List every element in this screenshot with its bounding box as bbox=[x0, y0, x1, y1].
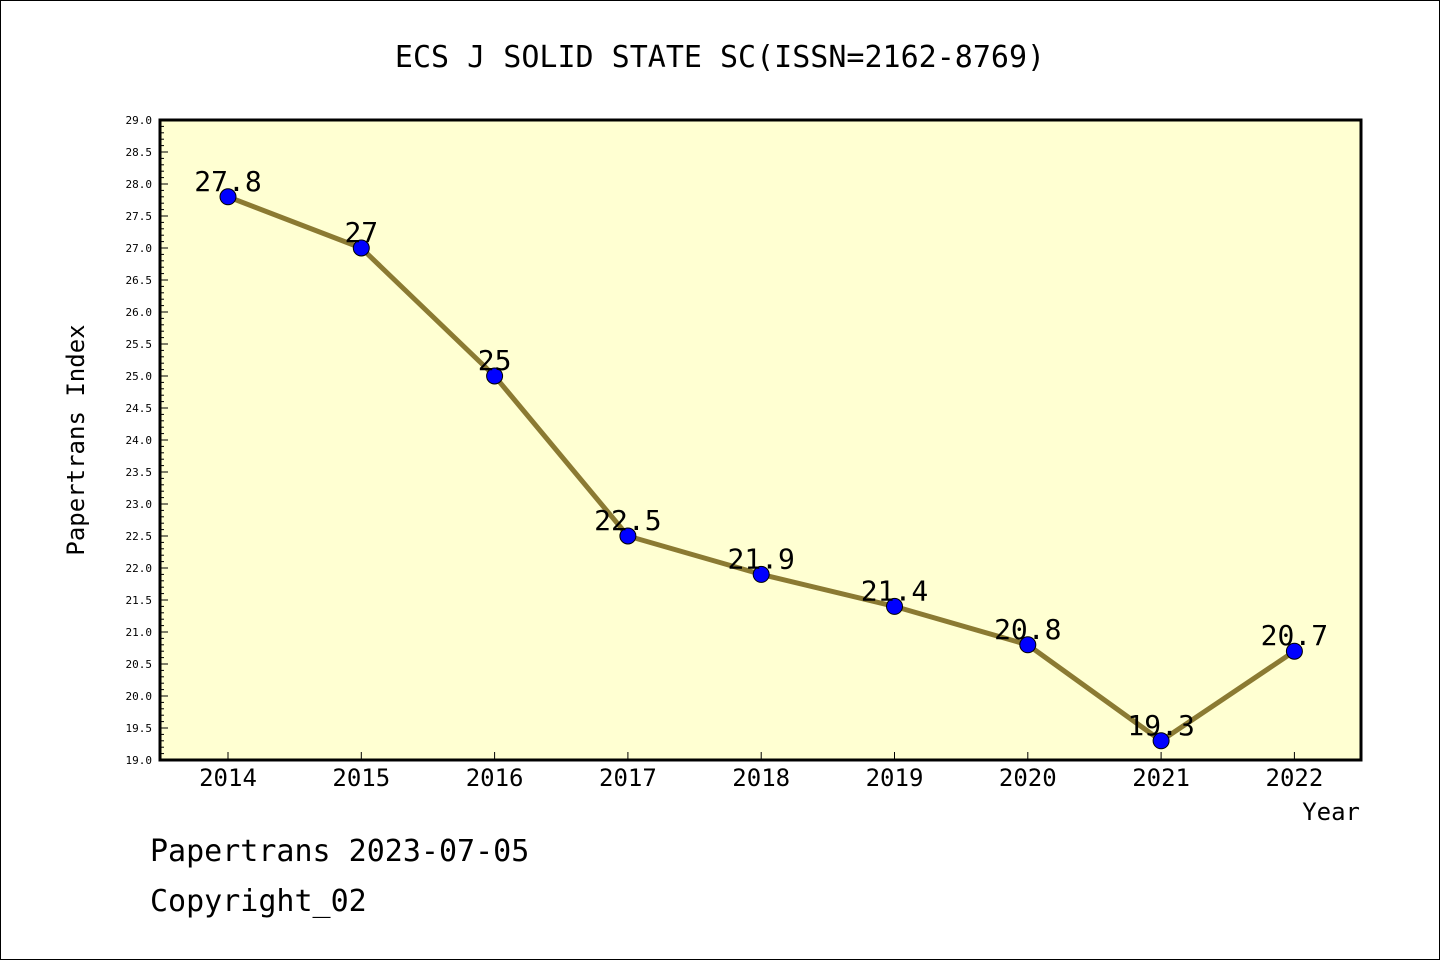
x-tick-label: 2022 bbox=[1266, 764, 1324, 792]
data-label: 21.4 bbox=[861, 574, 928, 607]
x-tick-label: 2017 bbox=[599, 764, 657, 792]
x-tick-label: 2019 bbox=[866, 764, 924, 792]
y-axis-label: Papertrans Index bbox=[62, 324, 90, 555]
data-label: 19.3 bbox=[1127, 709, 1194, 742]
x-tick-label: 2021 bbox=[1132, 764, 1190, 792]
x-tick-label: 2016 bbox=[466, 764, 524, 792]
series-markers bbox=[219, 188, 1303, 750]
y-tick-label: 26.0 bbox=[126, 306, 153, 319]
y-tick-label: 20.5 bbox=[126, 658, 153, 671]
data-point bbox=[1019, 636, 1037, 654]
y-tick-label: 24.5 bbox=[126, 402, 153, 415]
data-point bbox=[219, 188, 237, 206]
plot-area bbox=[158, 118, 1363, 762]
y-tick-label: 19.0 bbox=[126, 754, 153, 767]
data-label: 27 bbox=[344, 216, 378, 249]
y-axis-ticks: 19.0 19.5 20.0 20.5 21.0 21.5 22.0 22.5 23.0 23.5… bbox=[126, 114, 168, 767]
data-point bbox=[352, 239, 370, 257]
y-tick-label: 21.5 bbox=[126, 594, 153, 607]
y-tick-label: 29.0 bbox=[126, 114, 153, 127]
data-label: 20.7 bbox=[1261, 619, 1328, 652]
data-label: 27.8 bbox=[194, 165, 261, 198]
footer-copyright: Copyright_02 bbox=[150, 884, 367, 919]
data-point bbox=[752, 565, 770, 583]
x-tick-label: 2015 bbox=[332, 764, 390, 792]
y-tick-label: 27.0 bbox=[126, 242, 153, 255]
x-axis-label: Year bbox=[1302, 798, 1360, 826]
y-tick-label: 24.0 bbox=[126, 434, 153, 447]
data-label: 22.5 bbox=[594, 504, 661, 537]
y-tick-label: 22.0 bbox=[126, 562, 153, 575]
y-tick-label: 23.0 bbox=[126, 498, 153, 511]
data-point bbox=[486, 367, 504, 385]
y-tick-label: 19.5 bbox=[126, 722, 153, 735]
y-tick-label: 25.0 bbox=[126, 370, 153, 383]
data-label: 20.8 bbox=[994, 613, 1061, 646]
y-tick-label: 22.5 bbox=[126, 530, 153, 543]
data-labels: 27.8 27 25 22.5 21.9 21.4 20.8 19.3 20.7 bbox=[194, 165, 1328, 742]
data-point bbox=[1285, 642, 1303, 660]
y-tick-label: 26.5 bbox=[126, 274, 153, 287]
y-tick-label: 21.0 bbox=[126, 626, 153, 639]
data-label: 21.9 bbox=[727, 542, 794, 575]
footer-date: Papertrans 2023-07-05 bbox=[150, 834, 530, 869]
y-tick-label: 25.5 bbox=[126, 338, 153, 351]
y-tick-label: 28.0 bbox=[126, 178, 153, 191]
data-label: 25 bbox=[478, 344, 512, 377]
data-point bbox=[1152, 732, 1170, 750]
chart-title: ECS J SOLID STATE SC(ISSN=2162-8769) bbox=[395, 40, 1045, 75]
y-tick-label: 20.0 bbox=[126, 690, 153, 703]
data-point bbox=[619, 527, 637, 545]
y-tick-label: 23.5 bbox=[126, 466, 153, 479]
y-tick-label: 27.5 bbox=[126, 210, 153, 223]
y-tick-label: 28.5 bbox=[126, 146, 153, 159]
x-tick-label: 2014 bbox=[199, 764, 257, 792]
x-tick-label: 2018 bbox=[732, 764, 790, 792]
data-point bbox=[886, 597, 903, 615]
x-axis-ticks: 2014 2015 2016 2017 2018 2019 2020 2021 2022 bbox=[199, 752, 1323, 792]
x-tick-label: 2020 bbox=[999, 764, 1057, 792]
